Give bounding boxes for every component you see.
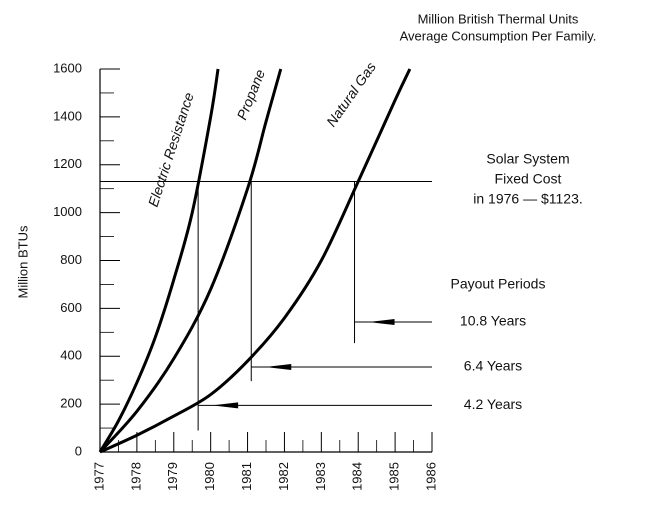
payout-label: 10.8 Years xyxy=(460,313,526,329)
arrow-head xyxy=(368,319,395,326)
y-tick-label: 400 xyxy=(60,348,82,363)
x-tick-label: 1979 xyxy=(165,462,180,491)
line-series xyxy=(99,68,412,454)
arrow-head xyxy=(212,402,239,409)
x-tick-label: 1981 xyxy=(239,462,254,491)
payout-title: Payout Periods xyxy=(451,276,546,292)
x-tick-label: 1983 xyxy=(313,462,328,491)
y-tick-label: 1200 xyxy=(53,156,82,171)
x-tick-label: 1980 xyxy=(202,462,217,491)
y-tick-label: 0 xyxy=(75,443,82,458)
payout-label: 4.2 Years xyxy=(464,396,522,412)
y-tick-label: 200 xyxy=(60,396,82,411)
x-tick-label: 1984 xyxy=(350,462,365,491)
line-series xyxy=(98,68,220,453)
series-label: Propane xyxy=(233,67,268,122)
series-label: Natural Gas xyxy=(323,59,379,129)
y-tick-label: 600 xyxy=(60,300,82,315)
fixed-cost-text: in 1976 — $1123. xyxy=(473,191,583,207)
y-tick-label: 1000 xyxy=(53,204,82,219)
chart-subtitle: Average Consumption Per Family. xyxy=(400,28,597,43)
fixed-cost-text: Solar System xyxy=(486,151,569,167)
line-series xyxy=(98,68,283,454)
fixed-cost-text: Fixed Cost xyxy=(495,171,562,187)
y-tick-label: 800 xyxy=(60,252,82,267)
x-tick-label: 1978 xyxy=(128,462,143,491)
x-tick-label: 1977 xyxy=(91,462,106,491)
x-tick-label: 1986 xyxy=(423,462,438,491)
chart-title: Million British Thermal Units xyxy=(418,11,579,26)
x-tick-label: 1985 xyxy=(387,462,402,491)
arrow-head xyxy=(265,364,292,371)
x-tick-label: 1982 xyxy=(276,462,291,491)
y-tick-label: 1400 xyxy=(53,108,82,123)
series-label: Electric Resistance xyxy=(145,90,197,208)
y-tick-label: 1600 xyxy=(53,60,82,75)
y-axis-label: Million BTUs xyxy=(15,225,30,298)
payout-label: 6.4 Years xyxy=(464,358,522,374)
